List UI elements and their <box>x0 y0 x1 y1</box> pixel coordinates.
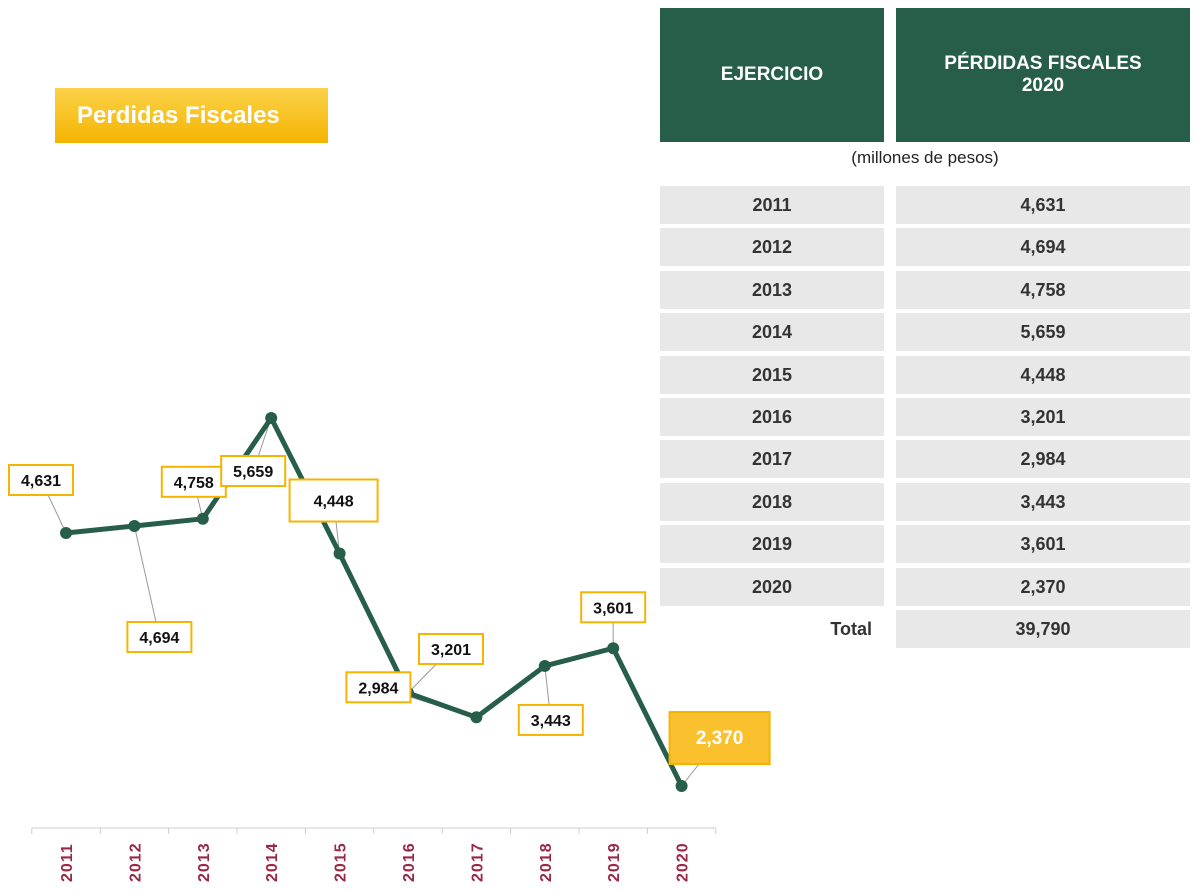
point <box>607 642 620 655</box>
data-label: 5,659 <box>233 464 273 481</box>
table-cell: 2,370 <box>896 567 1190 606</box>
table-subtitle: (millones de pesos) <box>851 148 999 167</box>
point <box>333 547 346 560</box>
data-label-box <box>345 671 412 704</box>
line <box>65 415 684 788</box>
x-tick-label: 2011 <box>59 843 76 882</box>
x-tick-label: 2013 <box>196 842 213 882</box>
data-label-box <box>288 478 379 523</box>
data-label-box <box>580 591 647 624</box>
data-label: 4,631 <box>21 473 61 490</box>
table-cell: 4,694 <box>896 228 1190 267</box>
table-cell: 2020 <box>660 567 884 606</box>
table-total-label: Total <box>830 619 872 639</box>
data-label-box <box>160 465 227 498</box>
table-cell: 4,448 <box>896 355 1190 394</box>
point <box>675 780 688 792</box>
table-cell: 2018 <box>660 482 884 521</box>
data-label-box <box>126 620 193 653</box>
table-cell: 2015 <box>660 355 884 394</box>
table-cell: 2012 <box>660 228 884 267</box>
point <box>265 412 278 424</box>
data-label-box <box>668 711 771 765</box>
x-tick-label: 2020 <box>675 842 692 882</box>
data-label: 4,694 <box>139 630 179 647</box>
x-tick-label: 2014 <box>264 842 281 882</box>
table-cell: 2013 <box>660 270 884 309</box>
table-cell: 2016 <box>660 398 884 436</box>
point <box>196 512 209 525</box>
table-cell: 5,659 <box>896 313 1190 352</box>
x-tick-label: 2018 <box>538 842 555 882</box>
table-cell: 2019 <box>660 525 884 564</box>
data-label: 2,370 <box>696 728 744 749</box>
data-label-box <box>220 455 287 487</box>
data-label: 4,448 <box>314 493 354 510</box>
point <box>128 519 141 532</box>
point <box>60 527 72 540</box>
table-cell: 2011 <box>660 186 884 224</box>
data-label-box <box>8 464 74 497</box>
data-label-box <box>418 633 484 666</box>
table-cell: 3,601 <box>896 525 1190 564</box>
table-header: PÉRDIDAS FISCALES 2020 <box>896 8 1190 142</box>
table-cell: 4,758 <box>896 270 1190 309</box>
data-label: 4,758 <box>174 475 214 492</box>
table-cell: 2017 <box>660 440 884 479</box>
data-label: 2,984 <box>358 680 398 697</box>
point <box>538 659 551 672</box>
table-cell: 4,631 <box>896 186 1190 224</box>
table-cell: 2014 <box>660 313 884 352</box>
data-label: 3,443 <box>531 713 571 730</box>
x-tick-label: 2015 <box>333 842 350 882</box>
chart-title: Perdidas Fiscales <box>55 88 328 143</box>
x-tick-label: 2017 <box>469 842 486 882</box>
x-tick-label: 2012 <box>127 842 144 882</box>
data-label: 3,201 <box>431 642 471 659</box>
x-tick-label: 2016 <box>401 842 418 882</box>
x-tick-label: 2019 <box>606 842 623 882</box>
table-cell: 2,984 <box>896 440 1190 479</box>
table-header: EJERCICIO <box>660 8 884 142</box>
data-label-box <box>517 703 584 736</box>
table-cell: 3,443 <box>896 482 1190 521</box>
table-total-value: 39,790 <box>896 610 1190 648</box>
point <box>470 711 483 724</box>
leader-line <box>133 525 160 638</box>
data-label: 3,601 <box>593 600 633 617</box>
table-cell: 3,201 <box>896 398 1190 436</box>
